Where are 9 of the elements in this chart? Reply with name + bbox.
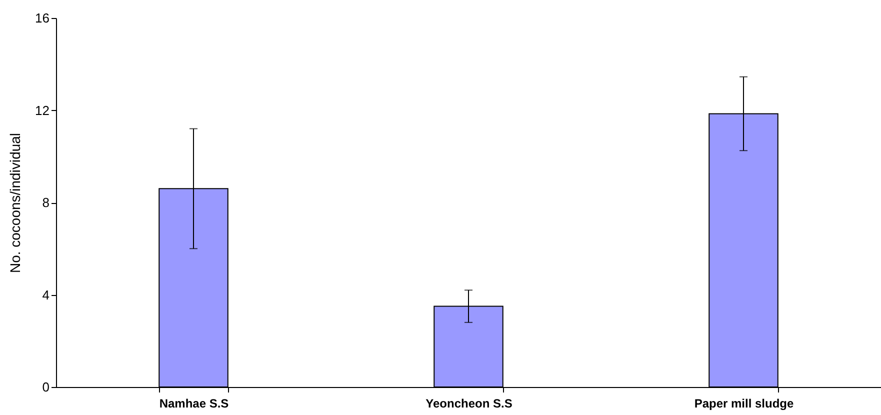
x-tick-label: Yeoncheon S.S bbox=[426, 396, 512, 410]
x-tick-label: Paper mill sludge bbox=[694, 396, 794, 410]
y-tick-label: 16 bbox=[35, 10, 50, 26]
y-tick-label: 8 bbox=[42, 195, 50, 210]
x-tick-label: Namhae S.S bbox=[159, 396, 229, 410]
y-tick-label: 12 bbox=[35, 102, 50, 118]
y-tick-label: 0 bbox=[42, 380, 50, 394]
y-axis-title: No. cocoons/individual bbox=[7, 132, 24, 274]
y-tick-label: 4 bbox=[42, 287, 50, 302]
